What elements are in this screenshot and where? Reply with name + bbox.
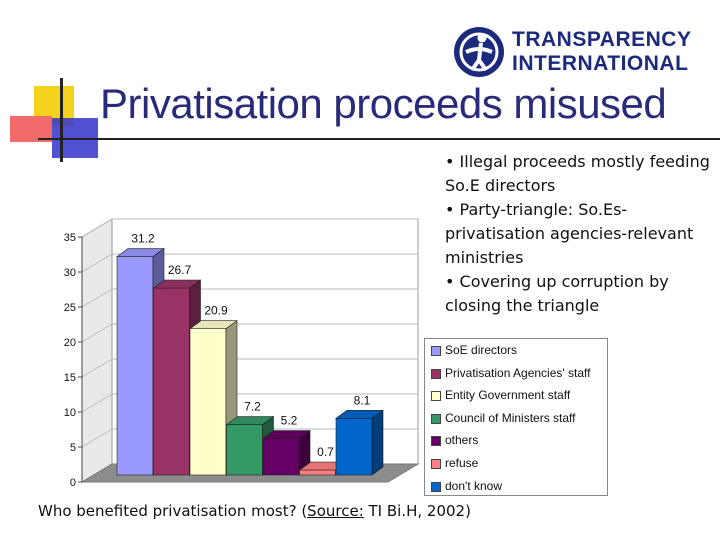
y-tick-label: 25	[64, 302, 76, 314]
legend-item-2: Entity Government staff	[431, 387, 607, 405]
gridline-side	[81, 323, 113, 343]
legend-swatch	[431, 346, 441, 356]
legend-item-6: don't know	[431, 478, 607, 496]
legend-swatch	[431, 481, 441, 492]
bar-value-label-2: 20.9	[204, 304, 228, 318]
legend-item-1: Privatisation Agencies' staff	[431, 365, 607, 383]
chart-legend: SoE directors Privatisation Agencies' sta…	[424, 338, 608, 496]
bar-3	[226, 424, 263, 476]
bullet-list: • Illegal proceeds mostly feeding So.E d…	[445, 150, 715, 318]
y-tick-label: 10	[64, 407, 76, 419]
legend-label: Council of Ministers staff	[445, 410, 576, 425]
bar-value-label-3: 7.2	[244, 400, 261, 414]
legend-swatch	[431, 436, 441, 447]
gridline-side	[81, 253, 113, 273]
bar-value-label-0: 31.2	[131, 232, 155, 246]
y-tick-label: 5	[70, 442, 76, 454]
legend-swatch	[431, 368, 441, 379]
bar-5	[299, 469, 336, 476]
chart-caption: Who benefited privatisation most? (Sourc…	[38, 502, 471, 520]
caption-prefix: Who benefited privatisation most? (	[38, 502, 308, 520]
legend-item-3: Council of Ministers staff	[431, 410, 607, 428]
globe-person-icon	[454, 27, 504, 77]
y-tick-label: 30	[64, 267, 76, 279]
decor-vertical-line	[60, 78, 63, 162]
gridline-side	[81, 218, 113, 238]
transparency-international-logo: TRANSPARENCY INTERNATIONAL	[452, 24, 692, 80]
bar-value-label-1: 26.7	[168, 263, 192, 277]
legend-label: refuse	[445, 456, 479, 470]
legend-item-5: refuse	[431, 455, 607, 473]
y-tick-label: 35	[64, 232, 76, 244]
bar-side-6	[371, 409, 384, 476]
y-tick-label: 0	[70, 477, 76, 489]
logo-text-line1: TRANSPARENCY	[512, 28, 692, 51]
bullet-item: • Party-triangle: So.Es-privatisation ag…	[445, 200, 694, 267]
gridline-side	[81, 358, 113, 378]
caption-suffix: TI Bi.H, 2002)	[363, 502, 471, 520]
legend-swatch	[431, 459, 441, 469]
gridline-side	[81, 393, 113, 413]
legend-swatch	[431, 413, 441, 424]
bullet-item: • Illegal proceeds mostly feeding So.E d…	[445, 152, 710, 195]
legend-item-4: others	[431, 432, 607, 450]
bar-value-label-5: 0.7	[317, 445, 334, 459]
bar-6	[335, 417, 373, 476]
chart-side-wall	[81, 218, 113, 483]
legend-swatch	[431, 391, 441, 402]
bar-0	[116, 256, 154, 476]
decor-red-bar	[10, 116, 52, 142]
bar-value-label-4: 5.2	[281, 414, 298, 428]
bar-value-label-6: 8.1	[354, 393, 371, 407]
legend-label: Privatisation Agencies' staff	[445, 365, 591, 380]
bar-4	[262, 438, 300, 476]
legend-label: others	[445, 433, 479, 448]
slide-title: Privatisation proceeds misused	[100, 80, 667, 127]
legend-label: SoE directors	[445, 343, 518, 357]
caption-source-label: Source:	[307, 502, 364, 520]
title-underline	[38, 138, 720, 140]
legend-label: Entity Government staff	[445, 388, 571, 403]
legend-item-0: SoE directors	[431, 342, 607, 360]
legend-label: don't know	[445, 478, 502, 493]
gridline-side	[81, 288, 113, 308]
gridline-side	[81, 428, 113, 448]
logo-text-line2: INTERNATIONAL	[512, 52, 689, 75]
bar-1	[153, 287, 190, 476]
y-tick-label: 20	[64, 337, 76, 349]
bar-2	[189, 328, 227, 476]
y-tick-label: 15	[64, 372, 76, 384]
bullet-item: • Covering up corruption by closing the …	[445, 272, 669, 315]
